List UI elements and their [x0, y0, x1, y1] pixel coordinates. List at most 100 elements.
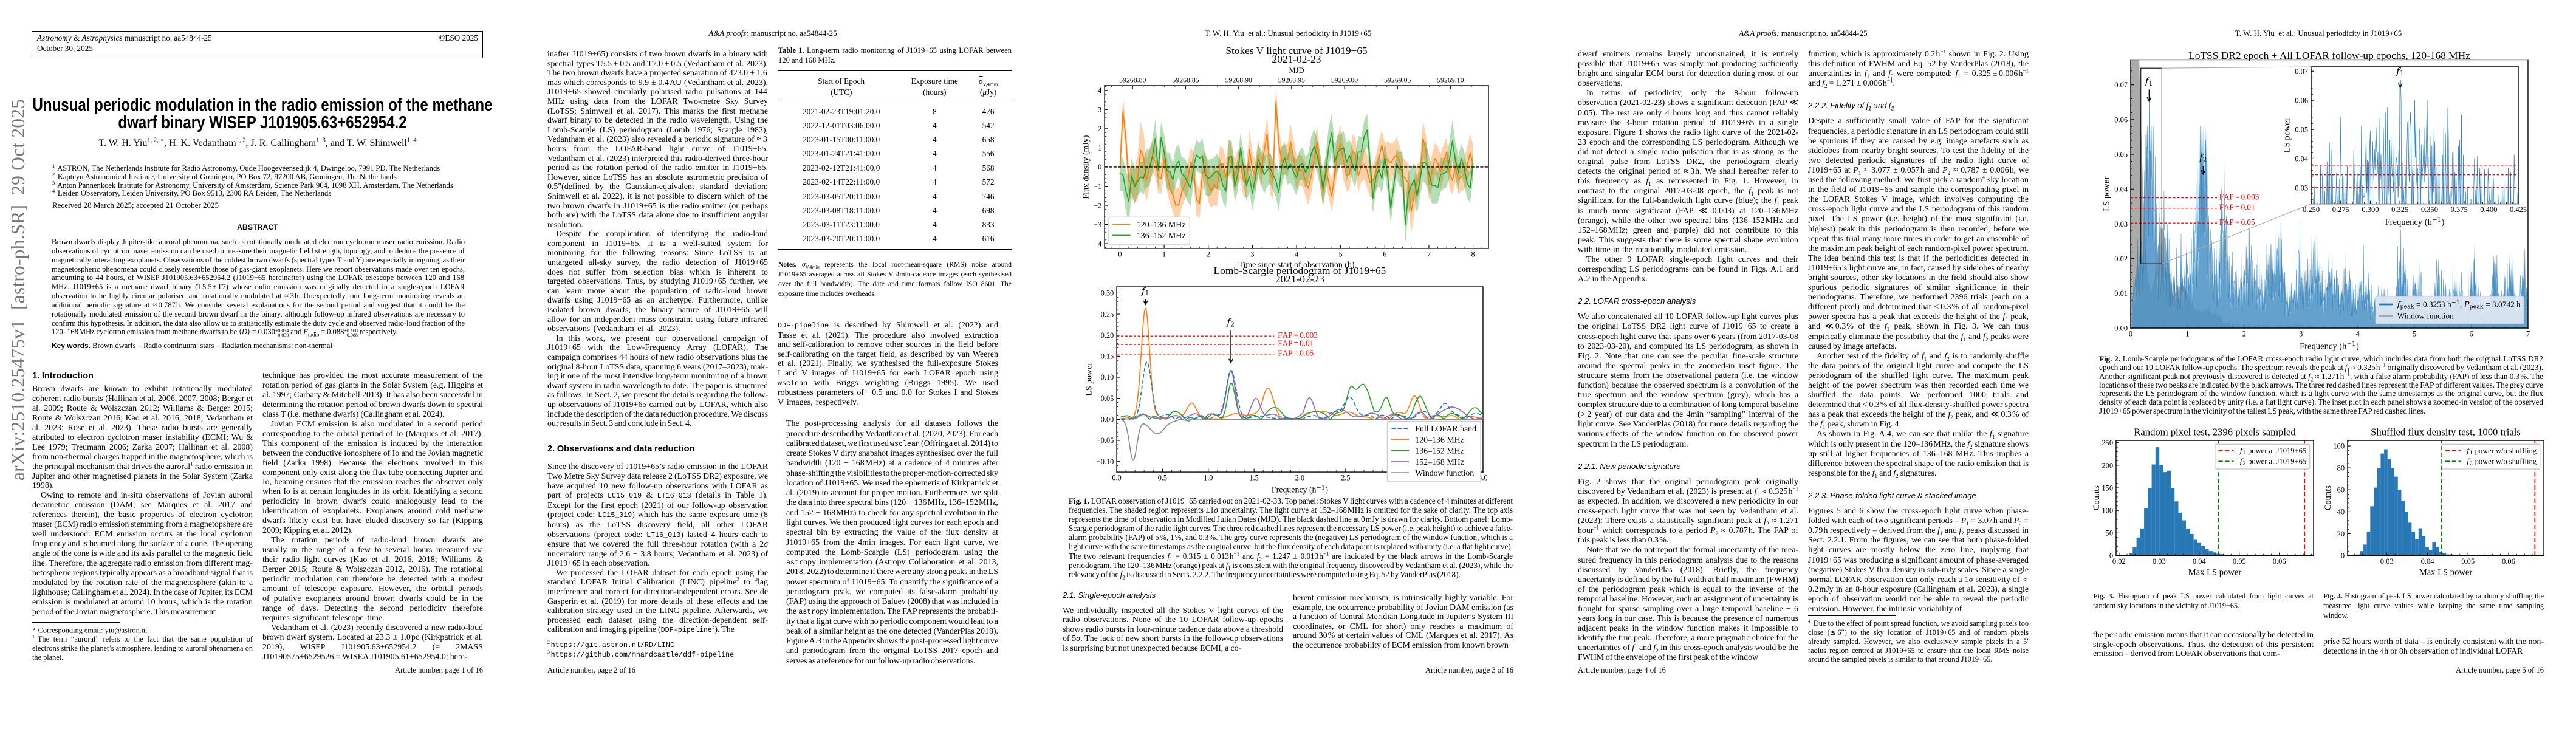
svg-text:5: 5: [2413, 329, 2416, 338]
svg-text:0.275: 0.275: [2332, 205, 2349, 214]
svg-text:LS power: LS power: [1084, 363, 1094, 396]
svg-text:F r e q u e n c y ( h ) − 1: F r e q u e n c y ( h ) − 1: [2300, 334, 2362, 352]
svg-text:59268.85: 59268.85: [1172, 76, 1199, 84]
svg-text:4: 4: [1295, 250, 1298, 258]
svg-text:0.5: 0.5: [1158, 473, 1167, 482]
svg-text:Max LS power: Max LS power: [2188, 567, 2242, 577]
svg-text:Max LS power: Max LS power: [2419, 567, 2473, 577]
svg-text:2.5: 2.5: [1341, 473, 1350, 482]
svg-text:0.03: 0.03: [2114, 220, 2128, 228]
svg-text:0.06: 0.06: [2502, 557, 2515, 566]
svg-text:3: 3: [1098, 106, 1101, 114]
svg-text:F A P = 0 . 0 0 3: F A P = 0 . 0 0 3: [1278, 326, 1318, 341]
svg-text:120–136 MHz: 120–136 MHz: [1415, 436, 1464, 445]
svg-text:2021-02-23: 2021-02-23: [1275, 273, 1324, 285]
svg-text:6: 6: [1383, 250, 1386, 258]
svg-text:F A P = 0 . 0 5: F A P = 0 . 0 5: [1278, 344, 1314, 359]
svg-text:0.06: 0.06: [2295, 97, 2308, 105]
svg-text:3: 3: [2299, 329, 2303, 338]
svg-text:59269.05: 59269.05: [1384, 76, 1411, 84]
svg-text:0.00: 0.00: [1101, 416, 1114, 424]
svg-text:0.20: 0.20: [1101, 331, 1114, 340]
svg-text:0.04: 0.04: [2295, 155, 2309, 163]
svg-text:Stokes V light curve of J1019+: Stokes V light curve of J1019+65: [1225, 47, 1367, 56]
svg-text:100: 100: [2333, 442, 2345, 450]
svg-text:0.0: 0.0: [1112, 473, 1121, 482]
svg-text:Counts: Counts: [2323, 485, 2333, 511]
svg-text:0.03: 0.03: [2380, 557, 2394, 566]
svg-text:20: 20: [2337, 530, 2345, 538]
svg-text:0.06: 0.06: [2273, 557, 2286, 566]
svg-text:0.30: 0.30: [1101, 289, 1114, 298]
svg-text:6: 6: [2470, 329, 2473, 338]
svg-text:0.00: 0.00: [2114, 324, 2128, 332]
svg-text:0.375: 0.375: [2451, 205, 2468, 214]
svg-text:0.03: 0.03: [2295, 183, 2308, 192]
svg-text:−0.10: −0.10: [1097, 457, 1114, 466]
svg-text:2.0: 2.0: [1295, 473, 1304, 482]
svg-text:2: 2: [1207, 250, 1210, 258]
svg-text:F A P = 0 . 0 1: F A P = 0 . 0 1: [2219, 197, 2255, 213]
svg-text:0.04: 0.04: [2114, 185, 2128, 194]
svg-text:−3: −3: [1094, 221, 1101, 229]
svg-text:F A P = 0 . 0 0 3: F A P = 0 . 0 0 3: [2219, 187, 2259, 202]
svg-text:f 1: f 1: [2145, 72, 2153, 87]
svg-text:0.03: 0.03: [2153, 557, 2166, 566]
svg-text:Random pixel test, 2396 pixels: Random pixel test, 2396 pixels sampled: [2134, 426, 2296, 438]
svg-text:0.350: 0.350: [2421, 205, 2438, 214]
svg-text:f 2: f 2: [1226, 313, 1235, 328]
svg-text:100: 100: [2102, 507, 2113, 515]
svg-text:0.01: 0.01: [2114, 289, 2128, 298]
svg-text:Window function: Window function: [2397, 311, 2454, 320]
svg-text:f 1 p o w e r w / o s h: f 1 p o w e r w / o s h u f f l i n g: [2466, 441, 2537, 457]
svg-text:150: 150: [2102, 484, 2113, 492]
svg-text:0.04: 0.04: [2421, 557, 2435, 566]
svg-text:3: 3: [1250, 250, 1254, 258]
svg-text:0.10: 0.10: [1101, 373, 1114, 382]
svg-text:LS power: LS power: [2283, 118, 2292, 152]
svg-text:136–152 MHz: 136–152 MHz: [1137, 231, 1186, 241]
svg-text:f 2: f 2: [2199, 148, 2207, 163]
svg-text:0.05: 0.05: [2233, 557, 2246, 566]
svg-text:Flux density (mJy): Flux density (mJy): [1082, 135, 1091, 199]
svg-text:2: 2: [2242, 329, 2246, 338]
svg-text:MJD: MJD: [1289, 66, 1304, 75]
svg-text:f 2 p o w e r a t J 1 0: f 2 p o w e r a t J 1 0 1 9 + 6 5: [2239, 451, 2307, 468]
svg-text:0.300: 0.300: [2362, 205, 2379, 214]
svg-text:0: 0: [1098, 163, 1101, 171]
svg-text:40: 40: [2337, 508, 2345, 516]
svg-text:8: 8: [1471, 250, 1475, 258]
svg-text:0.05: 0.05: [2295, 126, 2308, 134]
svg-text:−2: −2: [1094, 201, 1101, 210]
svg-text:0.02: 0.02: [2114, 255, 2128, 263]
svg-text:F A P = 0 . 0 1: F A P = 0 . 0 1: [1278, 334, 1314, 349]
svg-text:4: 4: [1098, 86, 1101, 95]
svg-text:7: 7: [2526, 329, 2530, 338]
svg-text:f P p e a k − 1 p e a k =: f P p e a k − 1 p e a k = 0 . 3 2 5 3 h …: [2397, 292, 2521, 311]
svg-text:120–136 MHz: 120–136 MHz: [1137, 221, 1186, 230]
svg-text:0: 0: [2341, 552, 2345, 560]
svg-text:0.06: 0.06: [2114, 115, 2128, 124]
svg-text:250: 250: [2102, 439, 2113, 447]
svg-text:−1: −1: [1094, 182, 1101, 191]
svg-text:0.25: 0.25: [1101, 310, 1114, 318]
svg-text:80: 80: [2337, 464, 2345, 472]
svg-text:0.07: 0.07: [2114, 81, 2128, 89]
svg-text:1.5: 1.5: [1250, 473, 1259, 482]
svg-text:0.02: 0.02: [2112, 557, 2126, 566]
svg-text:F A P = 0 . 0 5: F A P = 0 . 0 5: [2219, 213, 2255, 228]
svg-text:0: 0: [2129, 329, 2132, 338]
svg-text:4: 4: [2356, 329, 2360, 338]
svg-text:Counts: Counts: [2092, 485, 2102, 511]
svg-text:f 1: f 1: [1141, 282, 1149, 297]
svg-text:0.400: 0.400: [2480, 205, 2497, 214]
svg-text:2021-02-23: 2021-02-23: [1272, 53, 1321, 65]
svg-text:0.425: 0.425: [2510, 205, 2527, 214]
svg-text:0.05: 0.05: [2114, 150, 2128, 159]
svg-text:5: 5: [1339, 250, 1343, 258]
svg-text:Full LOFAR band: Full LOFAR band: [1415, 425, 1476, 434]
svg-text:f 1 p o w e r a t J 1 0: f 1 p o w e r a t J 1 0 1 9 + 6 5: [2239, 441, 2307, 457]
svg-text:−0.05: −0.05: [1097, 436, 1114, 445]
svg-text:F r e q u e n c y ( h ) − 1: F r e q u e n c y ( h ) − 1: [1272, 477, 1332, 496]
svg-text:0.05: 0.05: [1101, 394, 1114, 403]
